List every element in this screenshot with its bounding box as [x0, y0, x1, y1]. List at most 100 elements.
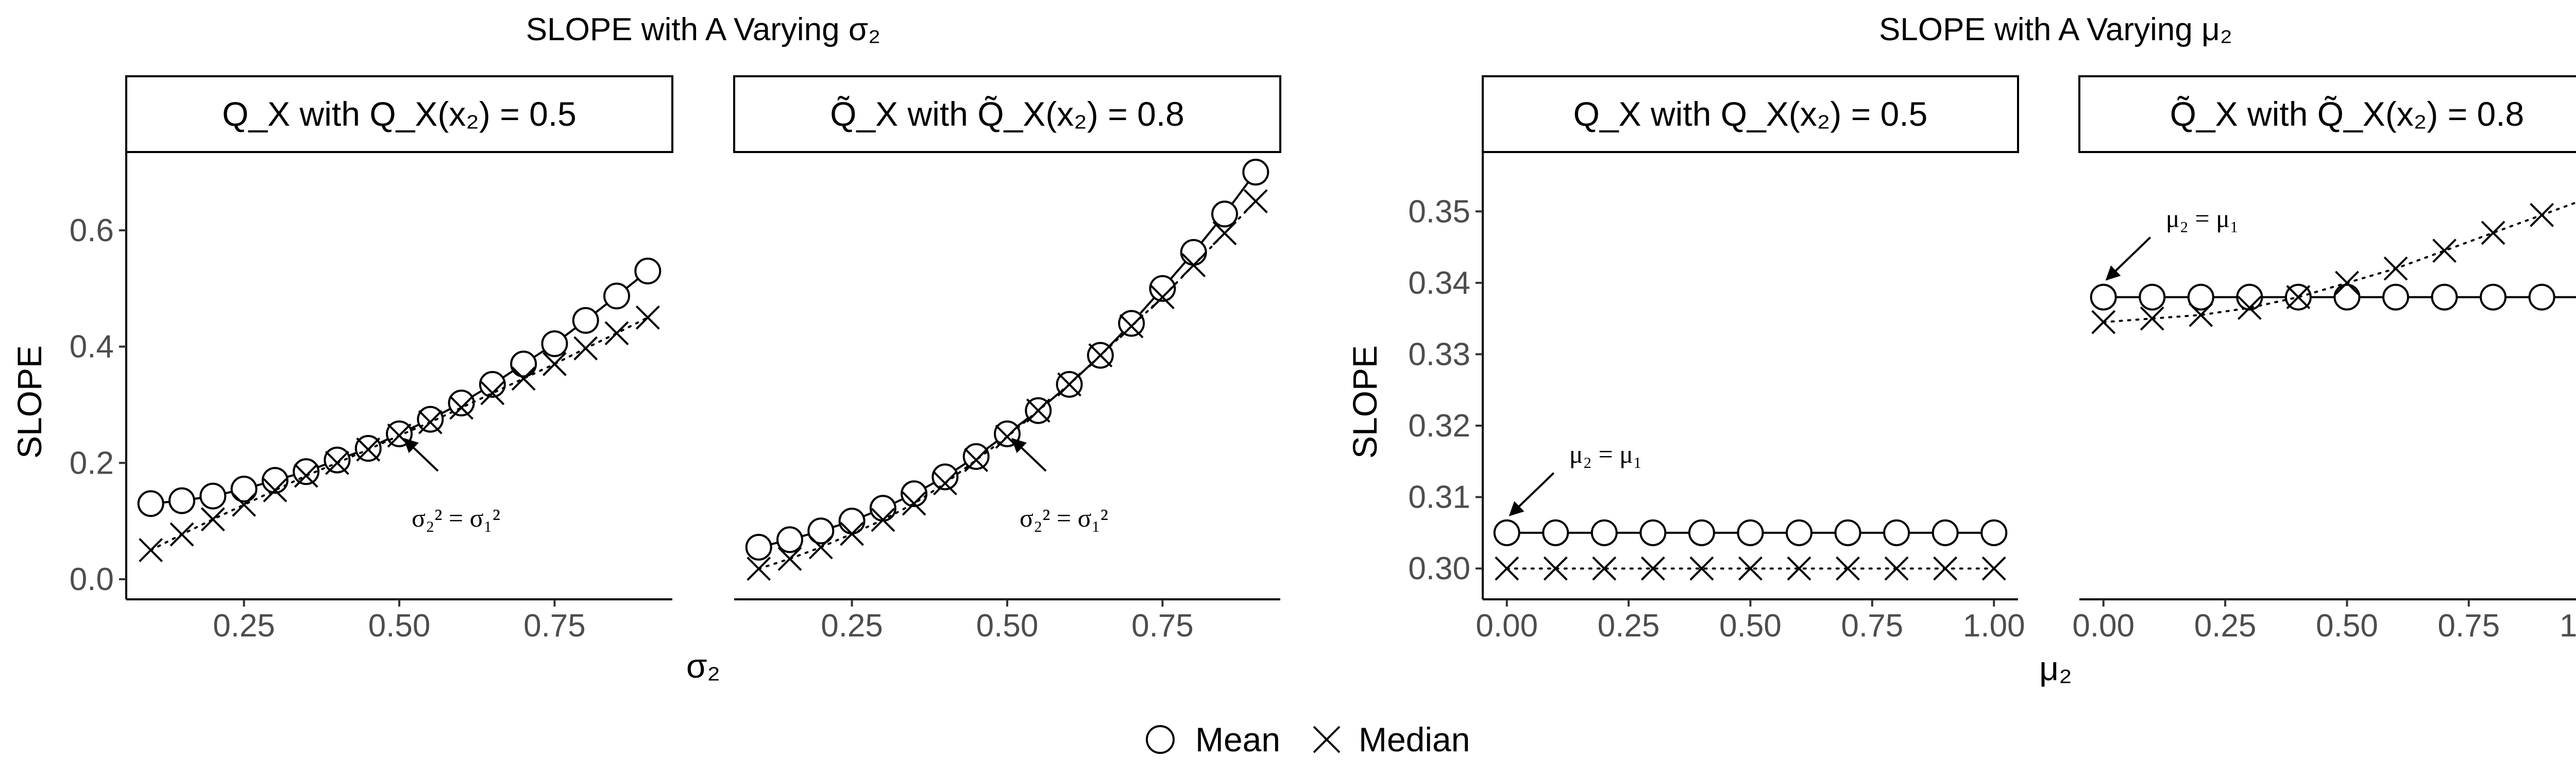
point-mean [1883, 519, 1910, 546]
point-mean [634, 257, 662, 284]
x-tick-label: 0.00 [1476, 608, 1538, 644]
point-median [2140, 306, 2164, 331]
legend-mean-marker [1146, 725, 1175, 754]
x-tick-label: 0.25 [213, 608, 275, 644]
point-mean [1149, 275, 1176, 302]
point-median [2091, 310, 2116, 334]
panel-4: Q̃_X with Q̃_X(x₂) = 0.8 0.00 0.25 0.50 0.75… [2072, 75, 2576, 644]
point-mean [1242, 159, 1269, 186]
point-mean [137, 490, 164, 517]
point-mean [572, 307, 599, 334]
point-mean [1639, 519, 1667, 546]
y-tick-label: 0.30 [1408, 551, 1470, 586]
point-mean [2139, 283, 2166, 311]
point-median [635, 305, 660, 330]
series-line-mean [757, 171, 1257, 548]
point-mean [199, 482, 227, 510]
point-median [1243, 189, 1268, 213]
point-median [2481, 221, 2505, 245]
point-median [1495, 556, 1519, 581]
point-median [1884, 556, 1909, 581]
point-median [2335, 271, 2359, 295]
point-median [1026, 398, 1050, 423]
point-median [1689, 556, 1714, 581]
point-median [325, 450, 349, 475]
point-median [840, 522, 864, 546]
annotation-arrow [1011, 438, 1047, 472]
point-median [933, 471, 957, 496]
point-median [1119, 314, 1144, 339]
point-mean [1688, 519, 1715, 546]
point-median [1088, 343, 1113, 367]
point-median [1738, 556, 1762, 581]
y-tick-label: 0.35 [1408, 194, 1470, 229]
point-mean [2431, 283, 2458, 311]
panel-strip-title: Q_X with Q_X(x₂) = 0.5 [222, 95, 577, 133]
annotation-text: σ₂² = σ₁² [1020, 503, 1108, 532]
legend-median-label: Median [1359, 720, 1470, 759]
point-mean [541, 330, 568, 357]
point-median [139, 538, 163, 562]
point-mean [1834, 519, 1861, 546]
x-tick-label: 0.50 [1719, 608, 1782, 644]
point-mean [745, 533, 772, 561]
right-group-title: SLOPE with A Varying μ₂ [1879, 12, 2232, 47]
panel-2: Q̃_X with Q̃_X(x₂) = 0.8 0.25 0.50 0.75 σ₂² … [733, 75, 1281, 644]
x-tick-label: 0.75 [523, 608, 586, 644]
point-mean [479, 371, 506, 398]
point-mean [168, 487, 195, 514]
point-median [1592, 556, 1617, 581]
y-tick-label: 0.4 [70, 329, 114, 365]
point-median [449, 395, 473, 420]
y-tick-label: 0.31 [1408, 480, 1470, 515]
annotation-text: μ₂ = μ₁ [2166, 204, 2239, 233]
point-mean [2333, 283, 2361, 311]
point-median [2432, 239, 2457, 263]
point-median [902, 491, 926, 516]
point-mean [510, 350, 537, 378]
point-median [1543, 556, 1568, 581]
x-tick-label: 0.75 [2438, 608, 2500, 644]
x-tick-label: 0.25 [2194, 608, 2257, 644]
point-mean [1786, 519, 1813, 546]
panel-3: Q_X with Q_X(x₂) = 0.5 0.00 0.25 0.50 0.75 1.… [1408, 75, 2025, 644]
x-tick-label: 0.75 [1131, 608, 1194, 644]
panel-strip-box [1482, 75, 2019, 153]
point-mean [417, 406, 444, 433]
x-tick-label: 0.00 [2072, 608, 2134, 644]
x-tick-label: 0.25 [821, 608, 883, 644]
panel-strip-box [733, 75, 1281, 153]
point-mean [931, 463, 959, 491]
annotation-arrow [2105, 237, 2151, 281]
point-mean [869, 495, 896, 522]
panel-strip-title: Q̃_X with Q̃_X(x₂) = 0.8 [830, 95, 1184, 133]
y-tick-label: 0.32 [1408, 408, 1470, 444]
point-mean [1980, 519, 2008, 546]
point-median [1640, 556, 1665, 581]
point-mean [1211, 200, 1239, 228]
point-median [964, 448, 989, 473]
point-median [1933, 556, 1958, 581]
annotation-arrow [1509, 472, 1555, 516]
point-median [1981, 556, 2006, 581]
point-median [170, 522, 194, 547]
y-tick-label: 0.2 [70, 445, 114, 481]
x-tick-label: 0.50 [2316, 608, 2378, 644]
point-median [418, 410, 443, 434]
panel-strip-title: Q̃_X with Q̃_X(x₂) = 0.8 [2170, 95, 2524, 133]
point-mean [1118, 310, 1145, 337]
point-mean [962, 443, 990, 470]
panel-1: Q_X with Q_X(x₂) = 0.5 0.25 0.50 0.75 0.0 0.2… [70, 75, 673, 644]
x-tick-label: 0.25 [1598, 608, 1660, 644]
annotation-arrow [403, 438, 439, 472]
point-mean [230, 476, 258, 503]
point-median [1181, 253, 1206, 278]
point-mean [2528, 283, 2555, 311]
point-median [511, 366, 536, 391]
x-axis-title-right: μ₂ [2039, 649, 2072, 687]
point-median [2286, 285, 2311, 309]
point-median [200, 507, 225, 532]
x-tick-label: 0.75 [1841, 608, 1904, 644]
panel-strip-box [2078, 75, 2576, 153]
